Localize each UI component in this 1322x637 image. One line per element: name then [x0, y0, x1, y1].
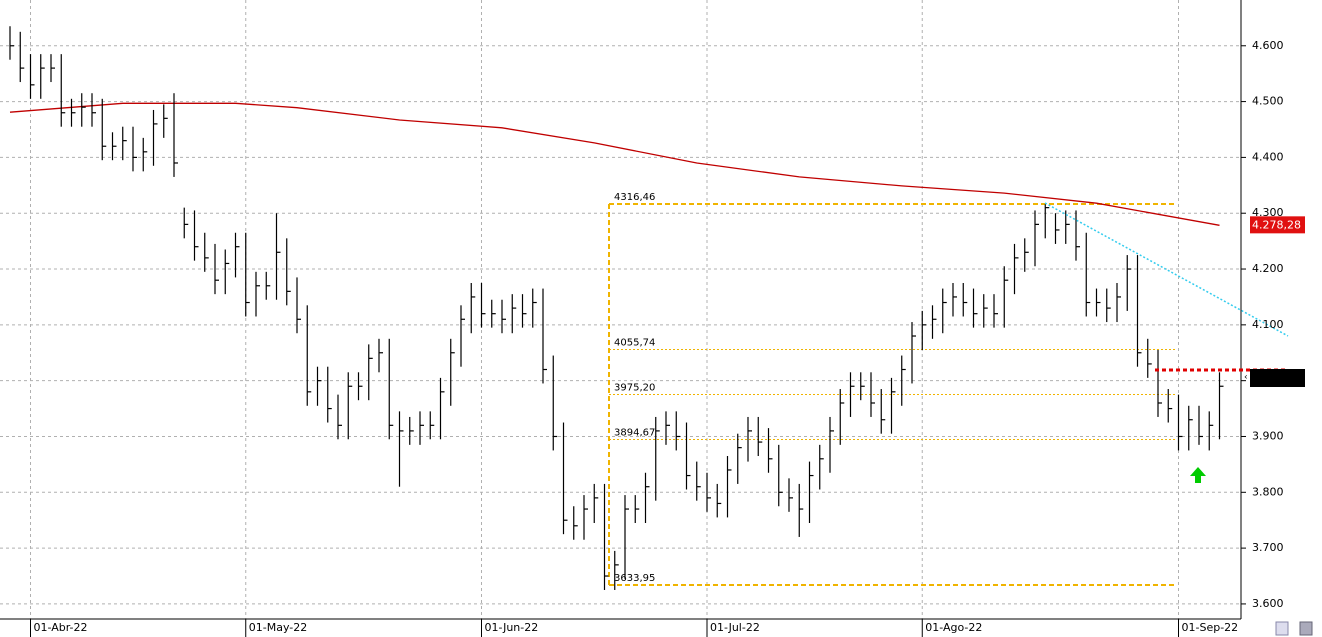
fib-label: 4055,74 [614, 338, 655, 349]
y-tick-label: 4.100 [1252, 318, 1284, 331]
y-tick-label: 4.500 [1252, 95, 1284, 108]
y-tick-label: 4.000 [1252, 374, 1284, 387]
x-tick-label: 01-Jul-22 [710, 621, 760, 634]
x-tick-label: 01-Ago-22 [925, 621, 982, 634]
y-tick-label: 3.600 [1252, 597, 1284, 610]
save-icon[interactable] [1299, 621, 1313, 636]
ma-value-box [1250, 216, 1305, 234]
x-tick-label: 01-Sep-22 [1182, 621, 1239, 634]
price-box [1250, 369, 1305, 387]
fib-label: 3633,95 [614, 573, 655, 584]
price-pointer: ‹ [1244, 373, 1248, 383]
fib-label: 4316,46 [614, 192, 655, 203]
x-tick-label: 01-Jun-22 [485, 621, 539, 634]
y-tick-label: 4.200 [1252, 262, 1284, 275]
moving-average [9, 102, 1220, 226]
y-tick-label: 3.700 [1252, 541, 1284, 554]
y-tick-label: 3.800 [1252, 485, 1284, 498]
y-tick-label: 4.400 [1252, 150, 1284, 163]
plot: 4316,46 4055,74 3975,20 3894,67 3633,95 [9, 26, 1224, 590]
y-tick-label: 4.600 [1252, 39, 1284, 52]
x-tick-label: 01-May-22 [249, 621, 307, 634]
ma-value-label: 4.278,28 [1252, 218, 1301, 231]
y-tick-label: 3.900 [1252, 429, 1284, 442]
grid [0, 0, 1241, 619]
x-tick-label: 01-Abr-22 [34, 621, 88, 634]
fib-label: 3894,67 [614, 427, 655, 438]
fib-label: 3975,20 [614, 383, 655, 394]
up-arrow [1190, 467, 1206, 483]
toolbar-icon[interactable] [1275, 621, 1289, 636]
y-tick-label: 4.300 [1252, 206, 1284, 219]
